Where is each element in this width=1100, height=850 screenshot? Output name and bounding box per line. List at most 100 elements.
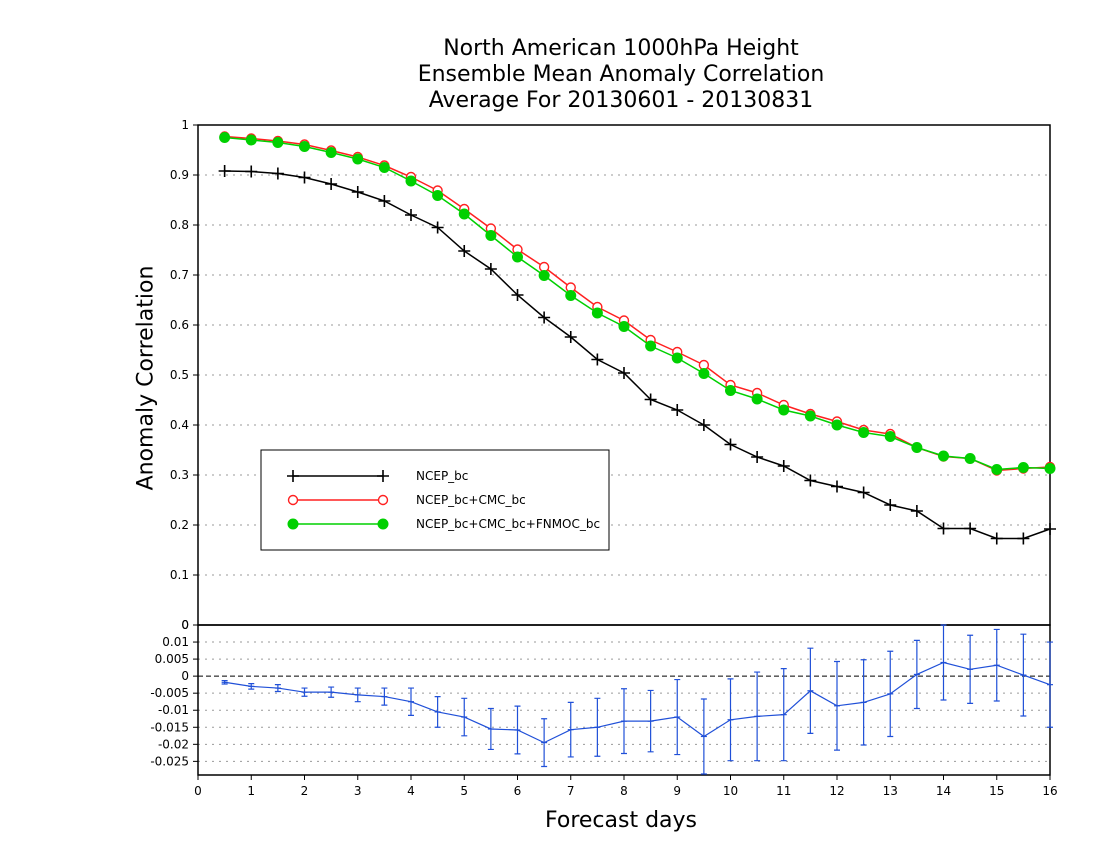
data-point — [564, 331, 577, 343]
x-tick-label: 6 — [514, 784, 522, 798]
x-axis-label: Forecast days — [544, 808, 697, 833]
data-point — [911, 442, 923, 453]
x-tick-label: 16 — [1042, 784, 1057, 798]
series-line — [224, 136, 1051, 471]
legend-label: NCEP_bc+CMC_bc — [416, 493, 526, 507]
x-tick-label: 14 — [936, 784, 951, 798]
upper-y-tick-label: 1 — [181, 118, 189, 132]
data-point — [591, 353, 604, 366]
data-point — [831, 419, 843, 431]
data-point — [512, 251, 523, 263]
difference-line — [224, 661, 1051, 744]
data-point — [458, 208, 470, 220]
data-point — [937, 522, 950, 535]
data-point — [938, 450, 949, 462]
data-point — [458, 245, 471, 257]
data-point — [991, 464, 1003, 475]
data-point — [245, 134, 257, 146]
upper-y-tick-label: 0.3 — [170, 468, 189, 482]
x-tick-label: 5 — [460, 784, 468, 798]
data-point — [725, 385, 736, 396]
series-1 — [219, 131, 1056, 476]
chart-title-line-3: Average For 20130601 - 20130831 — [428, 88, 814, 113]
data-point — [405, 209, 417, 221]
series-line — [224, 170, 1051, 540]
upper-y-tick-label: 0.9 — [170, 168, 189, 182]
data-point — [778, 404, 790, 416]
data-point — [511, 289, 524, 301]
data-point — [858, 427, 870, 438]
data-point — [644, 393, 657, 406]
data-point — [485, 230, 497, 241]
legend-marker — [377, 518, 389, 530]
lower-y-tick-label: 0 — [181, 669, 189, 683]
legend-marker — [287, 494, 299, 506]
x-tick-label: 4 — [407, 784, 415, 798]
difference-series — [221, 624, 1053, 775]
lower-y-tick-label: -0.005 — [150, 686, 189, 700]
x-tick-label: 0 — [194, 784, 202, 798]
data-point — [298, 171, 311, 184]
data-point — [271, 167, 284, 180]
x-tick-label: 13 — [883, 784, 898, 798]
data-point — [378, 162, 390, 173]
data-point — [831, 480, 843, 493]
legend-marker — [377, 494, 389, 506]
data-point — [804, 410, 816, 422]
data-point — [697, 419, 710, 431]
data-point — [671, 352, 683, 364]
data-point — [884, 499, 897, 511]
data-point — [351, 186, 364, 198]
x-tick-label: 1 — [247, 784, 255, 798]
data-point — [405, 175, 417, 187]
y-axis-label: Anomaly Correlation — [133, 265, 159, 491]
lower-y-tick-label: -0.015 — [150, 720, 189, 734]
upper-panel: 00.10.20.30.40.50.60.70.80.91NCEP_bcNCEP… — [170, 118, 1056, 632]
data-point — [884, 431, 896, 442]
data-point — [964, 453, 976, 464]
upper-y-tick-label: 0.2 — [170, 518, 189, 532]
data-point — [538, 311, 551, 324]
data-point — [990, 532, 1003, 545]
data-point — [484, 263, 497, 275]
data-point — [591, 307, 603, 319]
data-point — [1044, 463, 1056, 474]
data-point — [325, 178, 338, 190]
x-tick-label: 2 — [301, 784, 309, 798]
series-line — [224, 135, 1051, 472]
upper-y-tick-label: 0 — [181, 618, 189, 632]
data-point — [777, 460, 790, 472]
data-point — [1017, 532, 1030, 545]
data-point — [1044, 523, 1056, 535]
upper-y-tick-label: 0.4 — [170, 418, 189, 432]
data-point — [671, 404, 684, 416]
x-tick-label: 7 — [567, 784, 575, 798]
lower-y-tick-label: 0.005 — [155, 652, 189, 666]
data-point — [378, 195, 391, 207]
legend-label: NCEP_bc — [416, 469, 468, 483]
lower-y-tick-label: 0.01 — [162, 635, 189, 649]
lower-y-tick-label: -0.01 — [158, 703, 189, 717]
data-point — [245, 165, 258, 178]
x-tick-label: 11 — [776, 784, 791, 798]
x-tick-label: 10 — [723, 784, 738, 798]
data-point — [724, 438, 737, 451]
data-point — [538, 270, 550, 281]
series-0 — [218, 165, 1056, 545]
data-point — [432, 190, 444, 201]
data-point — [272, 137, 284, 148]
data-point — [352, 153, 364, 165]
upper-y-tick-label: 0.5 — [170, 368, 189, 382]
upper-y-tick-label: 0.1 — [170, 568, 189, 582]
data-point — [431, 221, 444, 234]
data-point — [964, 522, 977, 535]
chart-title-line-1: North American 1000hPa Height — [443, 36, 799, 61]
legend-marker — [377, 470, 389, 482]
data-point — [645, 340, 657, 352]
x-tick-label: 9 — [673, 784, 681, 798]
data-point — [698, 368, 710, 379]
data-point — [565, 290, 577, 301]
x-tick-label: 8 — [620, 784, 628, 798]
data-point — [910, 505, 923, 517]
